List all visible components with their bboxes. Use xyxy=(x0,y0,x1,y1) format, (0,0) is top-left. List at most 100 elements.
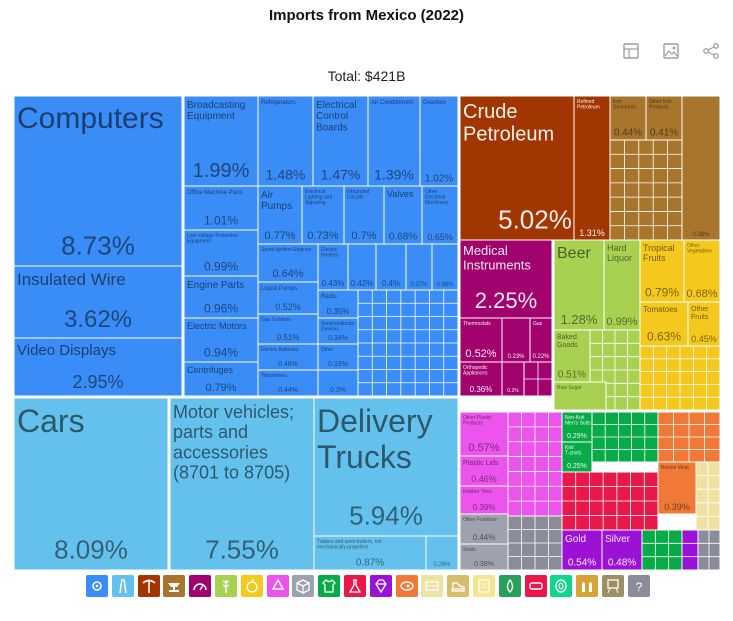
anvil-icon xyxy=(168,583,181,592)
treemap-tile[interactable]: Insulated Wire 3.62% xyxy=(13,265,183,339)
treemap-tile[interactable]: Raw Sugar xyxy=(553,381,607,411)
treemap-tile[interactable]: 0.3% xyxy=(317,369,359,397)
legend-item-brick[interactable] xyxy=(421,575,444,597)
treemap-tile[interactable]: Orthopedic Appliances 0.36% xyxy=(459,361,503,397)
treemap-tile[interactable]: Hard Liquor 0.99% xyxy=(603,239,641,331)
legend-item-log[interactable] xyxy=(550,575,573,597)
treemap-tile[interactable]: 0.23% xyxy=(501,317,531,363)
treemap-tile[interactable]: Other Plastic Products 0.57% xyxy=(459,411,509,457)
treemap-tile[interactable]: Iron Structures 0.44% xyxy=(609,95,647,141)
treemap-tile[interactable]: 0.42% xyxy=(347,243,377,291)
treemap-tile[interactable]: Seats 0.38% xyxy=(459,543,509,571)
tile-value: 0.73% xyxy=(307,230,338,242)
treemap-tile[interactable]: 0.2% xyxy=(501,361,525,397)
treemap-tile[interactable]: Other Iron Products 0.41% xyxy=(645,95,683,141)
treemap-tile[interactable]: Crude Petroleum 5.02% xyxy=(459,95,611,241)
legend-item-shoe[interactable] xyxy=(447,575,470,597)
treemap-tile[interactable]: Silver 0.48% xyxy=(601,529,643,571)
legend-item-road[interactable] xyxy=(111,575,134,597)
treemap-tile[interactable]: Electric Heaters 0.43% xyxy=(317,243,349,291)
treemap-tile[interactable]: Other Fruits 0.45% xyxy=(687,301,721,347)
treemap-tile[interactable]: Telephones 0.44% xyxy=(257,369,319,397)
treemap-tile[interactable]: Trailers and semi-trailers, not mechanica… xyxy=(313,535,427,571)
treemap-tile[interactable]: Semiconductor Devices 0.34% xyxy=(317,317,359,345)
legend-item-fruit[interactable] xyxy=(240,575,263,597)
tile-rect xyxy=(13,397,169,571)
treemap-tile[interactable]: Non-Knit Men's Suits 0.29% xyxy=(561,411,593,443)
tile-label: Air Pumps xyxy=(261,190,292,212)
treemap-tile[interactable]: Plastic Lids 0.46% xyxy=(459,455,509,487)
small-tile xyxy=(641,529,683,571)
treemap-tile[interactable]: Medical Instruments 2.25% xyxy=(459,239,553,319)
image-download-icon[interactable] xyxy=(662,42,680,60)
tile-label: Electrical Control Boards xyxy=(316,100,357,133)
treemap-tile[interactable]: Thermostats 0.52% xyxy=(459,317,503,363)
legend-item-drop[interactable] xyxy=(498,575,521,597)
treemap-tile[interactable]: Other 0.33% xyxy=(317,343,359,371)
treemap-tile[interactable]: Air Conditioners 1.39% xyxy=(367,95,421,187)
table-view-icon[interactable] xyxy=(622,42,640,60)
legend-item-box[interactable] xyxy=(292,575,315,597)
legend-item-easel[interactable] xyxy=(602,575,624,597)
treemap-tile[interactable]: Valves 0.68% xyxy=(383,185,423,245)
legend-item-meat[interactable] xyxy=(395,575,418,597)
treemap-tile[interactable]: Office Machine Parts 1.01% xyxy=(183,185,259,231)
treemap-tile[interactable]: Other Furniture 0.44% xyxy=(459,513,509,545)
tile-value: 0.79% xyxy=(645,286,679,300)
treemap-tile[interactable]: Air Pumps 0.77% xyxy=(257,185,303,245)
treemap-tile[interactable]: Engine Parts 0.96% xyxy=(183,275,259,319)
treemap-tile[interactable]: Cars 8.09% xyxy=(13,397,169,571)
treemap-tile[interactable]: Radio 0.35% xyxy=(317,289,359,319)
tile-value: 0.7% xyxy=(351,230,376,242)
treemap-tile[interactable]: Delivery Trucks 5.94% xyxy=(313,397,459,537)
treemap-tile[interactable]: Integrated Circuits 0.7% xyxy=(343,185,385,245)
legend-item-anvil[interactable] xyxy=(163,575,186,597)
treemap-tile[interactable]: Gas Turbines 0.51% xyxy=(257,313,319,345)
treemap-tile[interactable]: Tropical Fruits 0.79% xyxy=(639,239,685,303)
treemap-tile[interactable]: Tomatoes 0.63% xyxy=(639,301,689,347)
treemap-tile[interactable]: Electrical Control Boards 1.47% xyxy=(312,95,369,187)
treemap-tile[interactable]: Electric Batteries 0.48% xyxy=(257,343,319,371)
treemap-tile[interactable]: Spark-Ignition Engines 0.64% xyxy=(257,243,319,283)
treemap-tile[interactable]: Gold 0.54% xyxy=(561,529,603,571)
legend-item-recycle[interactable] xyxy=(266,575,289,597)
treemap-tile[interactable]: Electrical Lighting and Signaling 0.73% xyxy=(301,185,345,245)
treemap-tile[interactable]: Beer 1.28% xyxy=(553,239,605,331)
treemap-tile[interactable]: Refrigerators 1.48% xyxy=(257,95,314,187)
treemap-tile[interactable]: Low-voltage Protection Equipment 0.99% xyxy=(183,229,259,277)
treemap-tile[interactable]: Computers 8.73% xyxy=(13,95,183,267)
treemap-tile[interactable]: Broadcasting Equipment 1.99% xyxy=(183,95,259,187)
treemap-tile[interactable]: Gearbox 1.02% xyxy=(419,95,459,187)
treemap-tile[interactable]: Motor vehicles; parts and accessories (8701… xyxy=(169,397,315,571)
legend-item-gauge[interactable] xyxy=(189,575,212,597)
treemap-tile[interactable]: 0.26% xyxy=(425,535,459,571)
legend-item-hide[interactable] xyxy=(524,575,547,597)
legend-item-wheat[interactable] xyxy=(215,575,237,597)
treemap-tile[interactable]: Other Vegetables 0.68% xyxy=(683,239,721,303)
treemap-tile[interactable]: Centrifuges 0.79% xyxy=(183,361,259,397)
legend-item-flask[interactable] xyxy=(344,575,366,597)
treemap-tile[interactable]: Video Displays 2.95% xyxy=(13,337,183,397)
treemap-tile[interactable]: 0.36% xyxy=(431,243,459,291)
tile-value: 0.22% xyxy=(532,354,550,360)
legend-item-bullet[interactable] xyxy=(576,575,599,597)
legend-item-shirt[interactable] xyxy=(318,575,341,597)
legend-item-question[interactable]: ? xyxy=(627,575,650,597)
treemap-tile[interactable]: Knit T-shirts 0.25% xyxy=(561,441,593,473)
treemap-tile[interactable]: Refined Petroleum 1.31% xyxy=(573,95,611,241)
treemap-tile[interactable]: Other Electrical Machinery 0.65% xyxy=(421,185,459,245)
treemap-tile[interactable]: 0.4% xyxy=(375,243,407,291)
treemap-tile[interactable]: Rubber Tires 0.39% xyxy=(459,485,509,515)
treemap-tile[interactable]: Electric Motors 0.94% xyxy=(183,317,259,363)
treemap-tile[interactable]: Liquid Pumps 0.52% xyxy=(257,281,319,315)
treemap-tile[interactable]: Bovine Meat 0.39% xyxy=(657,461,697,515)
legend-item-paper[interactable] xyxy=(473,575,495,597)
treemap-tile[interactable]: Gas 0.22% xyxy=(529,317,553,363)
treemap-tile[interactable]: 0.38% xyxy=(681,95,721,241)
legend-item-gear[interactable] xyxy=(86,575,108,597)
treemap-tile[interactable]: Baked Goods 0.51% xyxy=(553,329,591,383)
legend-item-pickaxe[interactable] xyxy=(137,575,160,597)
legend-item-gem[interactable] xyxy=(369,575,392,597)
treemap-tile[interactable]: 0.37% xyxy=(405,243,433,291)
share-icon[interactable] xyxy=(702,42,720,60)
